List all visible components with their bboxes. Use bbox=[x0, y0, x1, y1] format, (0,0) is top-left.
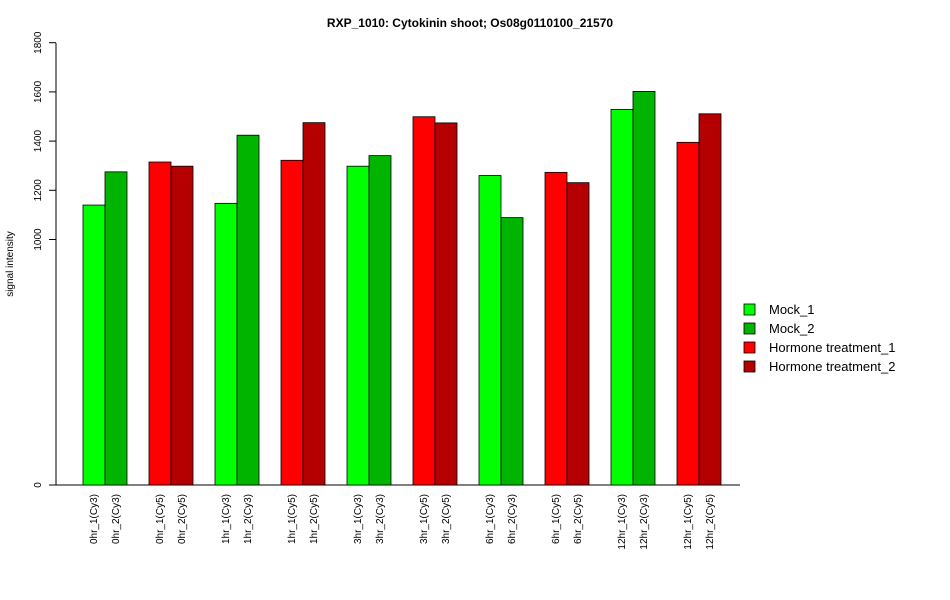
bar bbox=[566, 182, 590, 486]
legend: Mock_1 Mock_2 Hormone treatment_1 Hormone t… bbox=[743, 302, 895, 374]
y-tick-label: 1200 bbox=[33, 179, 44, 202]
y-tick-label: 1000 bbox=[33, 228, 44, 251]
bar bbox=[698, 113, 722, 486]
bar bbox=[214, 202, 238, 486]
x-tick-label: 1hr_2(Cy5) bbox=[309, 494, 320, 544]
x-tick-label: 1hr_2(Cy3) bbox=[243, 494, 254, 544]
legend-swatch bbox=[743, 303, 756, 316]
bar bbox=[478, 175, 502, 486]
bar bbox=[632, 91, 656, 486]
bar bbox=[82, 204, 106, 486]
legend-label: Mock_2 bbox=[769, 321, 815, 336]
x-tick-label: 0hr_2(Cy3) bbox=[111, 494, 122, 544]
bar bbox=[148, 161, 172, 486]
x-tick-label: 0hr_1(Cy5) bbox=[155, 494, 166, 544]
legend-label: Hormone treatment_2 bbox=[769, 359, 895, 374]
y-tick-label: 0 bbox=[33, 482, 44, 488]
x-tick-label: 3hr_2(Cy3) bbox=[375, 494, 386, 544]
bar bbox=[610, 108, 634, 486]
legend-swatch bbox=[743, 341, 756, 354]
legend-label: Mock_1 bbox=[769, 302, 815, 317]
x-tick-label: 3hr_1(Cy5) bbox=[419, 494, 430, 544]
x-tick-label: 0hr_2(Cy5) bbox=[177, 494, 188, 544]
x-tick-label: 12hr_1(Cy3) bbox=[617, 494, 628, 550]
bars bbox=[82, 91, 722, 486]
bar bbox=[676, 141, 700, 486]
bar bbox=[302, 122, 326, 486]
chart-title: RXP_1010: Cytokinin shoot; Os08g0110100_… bbox=[327, 16, 613, 30]
bar bbox=[412, 116, 436, 486]
y-axis-label: signal intensity bbox=[5, 231, 16, 297]
y-ticks: 0 1000 1200 1400 1600 1800 bbox=[33, 31, 56, 488]
bar bbox=[236, 134, 260, 486]
legend-swatch bbox=[743, 322, 756, 335]
x-tick-label: 3hr_1(Cy3) bbox=[353, 494, 364, 544]
x-tick-label: 1hr_1(Cy3) bbox=[221, 494, 232, 544]
bar bbox=[368, 155, 392, 486]
bar bbox=[346, 165, 370, 486]
bar bbox=[170, 165, 194, 486]
y-tick-label: 1600 bbox=[33, 80, 44, 103]
y-tick-label: 1400 bbox=[33, 130, 44, 153]
x-tick-label: 12hr_1(Cy5) bbox=[683, 494, 694, 550]
x-tick-label: 3hr_2(Cy5) bbox=[441, 494, 452, 544]
legend-swatch bbox=[743, 360, 756, 373]
x-tick-label: 6hr_2(Cy5) bbox=[573, 494, 584, 544]
x-tick-labels: 0hr_1(Cy3) 0hr_2(Cy3) 0hr_1(Cy5) 0hr_2(Cy5)… bbox=[89, 494, 716, 550]
bar bbox=[434, 122, 458, 486]
x-tick-label: 12hr_2(Cy3) bbox=[639, 494, 650, 550]
x-tick-label: 12hr_2(Cy5) bbox=[705, 494, 716, 550]
x-tick-label: 1hr_1(Cy5) bbox=[287, 494, 298, 544]
x-tick-label: 0hr_1(Cy3) bbox=[89, 494, 100, 544]
bar bbox=[104, 171, 128, 486]
x-tick-label: 6hr_1(Cy5) bbox=[551, 494, 562, 544]
x-tick-label: 6hr_2(Cy3) bbox=[507, 494, 518, 544]
bar bbox=[500, 217, 524, 486]
y-tick-label: 1800 bbox=[33, 31, 44, 54]
legend-label: Hormone treatment_1 bbox=[769, 340, 895, 355]
bar bbox=[544, 171, 568, 486]
bar bbox=[280, 159, 304, 486]
x-tick-label: 6hr_1(Cy3) bbox=[485, 494, 496, 544]
